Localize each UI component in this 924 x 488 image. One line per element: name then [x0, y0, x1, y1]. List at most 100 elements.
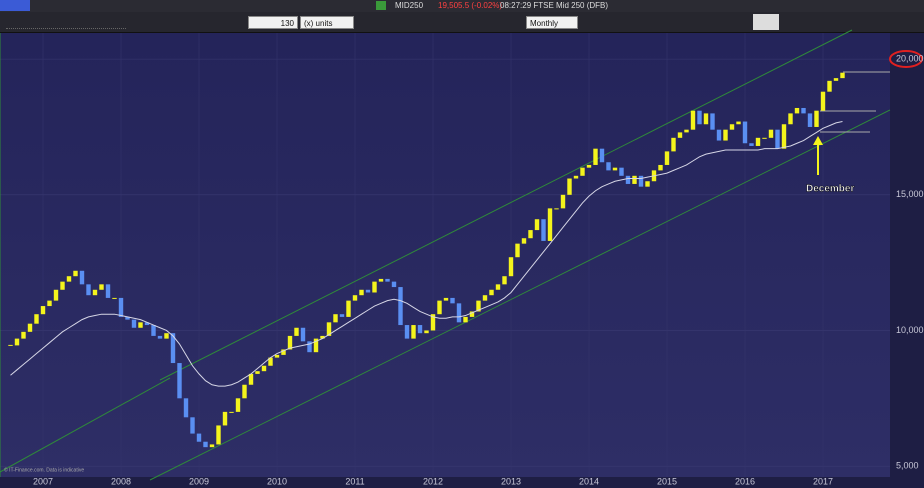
candle	[833, 78, 839, 81]
candle	[430, 314, 436, 331]
candle	[47, 300, 52, 307]
candle	[573, 175, 579, 179]
candle	[476, 300, 481, 312]
y-tick-label: 5,000	[896, 461, 919, 471]
candle	[424, 330, 429, 334]
candle	[775, 129, 780, 149]
quote-bar: MID250 19,505.5 (-0.02%) 08:27:29 FTSE M…	[0, 0, 924, 12]
candle	[235, 398, 241, 412]
candle	[378, 278, 384, 282]
candle	[807, 113, 813, 127]
candle	[580, 167, 585, 176]
y-tick-label: 20,000	[896, 54, 924, 64]
candle	[66, 276, 72, 282]
x-tick-label: 2010	[267, 476, 287, 486]
x-tick-label: 2014	[579, 476, 599, 486]
candle	[463, 316, 468, 323]
count-input[interactable]: 130	[248, 16, 298, 29]
moving-average	[10, 121, 843, 387]
symbol[interactable]: MID250	[395, 1, 424, 10]
candle	[404, 325, 410, 339]
candle	[521, 238, 527, 244]
candle	[203, 441, 208, 448]
candle	[710, 113, 715, 130]
candle	[788, 113, 793, 125]
candle	[554, 208, 559, 210]
x-tick-label: 2008	[111, 476, 131, 486]
candle	[164, 333, 169, 339]
candle	[300, 327, 306, 342]
candle	[534, 219, 540, 231]
candle	[658, 164, 663, 171]
credit: © IT-Finance.com. Data is indicative	[4, 466, 84, 473]
candle	[183, 398, 189, 418]
candle	[716, 129, 722, 141]
candle	[339, 314, 345, 317]
candle	[170, 333, 176, 364]
candle	[645, 181, 650, 187]
candle	[684, 129, 689, 133]
units-select[interactable]: (x) units	[300, 16, 354, 29]
candle	[736, 121, 741, 125]
plot-area	[0, 33, 890, 477]
candle	[638, 175, 644, 187]
candle	[248, 373, 254, 385]
candle	[606, 162, 611, 171]
candle	[515, 243, 520, 258]
candle	[482, 295, 488, 301]
y-tick-label: 10,000	[896, 325, 924, 335]
candle	[560, 194, 566, 209]
candle	[697, 110, 702, 125]
candle	[261, 365, 267, 372]
candle	[827, 80, 832, 92]
candle	[118, 297, 124, 317]
candle	[781, 124, 787, 149]
candle	[502, 276, 507, 285]
candle	[34, 314, 39, 324]
candle	[307, 341, 312, 353]
candle	[326, 322, 332, 336]
x-tick-label: 2009	[189, 476, 209, 486]
candle	[749, 143, 754, 146]
tool-bar: 130 (x) units Monthly	[0, 12, 924, 33]
x-tick-label: 2015	[657, 476, 677, 486]
candle	[125, 316, 130, 320]
symbol-icon[interactable]	[376, 1, 386, 10]
candle	[385, 278, 390, 282]
candle	[352, 295, 358, 301]
candle	[398, 287, 403, 326]
candle	[196, 433, 202, 442]
candle	[703, 113, 709, 125]
x-tick-label: 2013	[501, 476, 521, 486]
candle	[437, 300, 442, 315]
candle	[14, 338, 20, 346]
candle	[222, 411, 228, 426]
candle	[612, 167, 618, 171]
arrow-head	[813, 136, 823, 145]
candle	[755, 137, 761, 146]
candle	[619, 167, 624, 176]
x-tick-label: 2016	[735, 476, 755, 486]
window-controls[interactable]	[0, 0, 30, 11]
candle	[742, 121, 748, 144]
candle	[632, 175, 637, 184]
candle	[359, 289, 364, 296]
candle	[60, 281, 65, 290]
candle	[768, 129, 774, 138]
candle	[593, 148, 598, 165]
candle	[242, 384, 247, 399]
candle	[671, 137, 676, 152]
candle	[664, 151, 670, 165]
chart-type-button[interactable]	[753, 14, 779, 30]
candle	[723, 129, 728, 141]
period-select[interactable]: Monthly	[526, 16, 578, 29]
candle	[53, 289, 59, 301]
candle	[528, 230, 533, 239]
candle	[229, 411, 234, 413]
candle	[138, 322, 143, 328]
candle	[190, 417, 195, 434]
drawing-tools[interactable]	[6, 16, 126, 29]
candle	[489, 289, 494, 296]
